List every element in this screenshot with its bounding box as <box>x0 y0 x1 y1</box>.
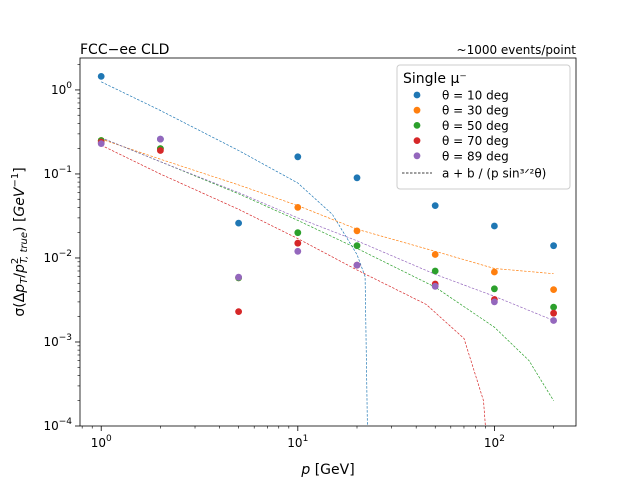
fit-lines <box>101 81 554 427</box>
fit-line-2 <box>101 137 554 401</box>
data-point-s2-p5 <box>431 267 439 275</box>
legend-marker-1 <box>413 106 421 114</box>
data-point-s0-p4 <box>353 174 361 182</box>
data-point-s0-p2 <box>235 219 243 227</box>
data-point-s0-p5 <box>431 202 439 210</box>
legend-fit-label: a + b / (p sin³ᐟ²θ) <box>442 167 546 181</box>
data-point-s3-p1 <box>157 147 164 154</box>
legend-label-3: θ = 70 deg <box>442 134 509 148</box>
legend-label-1: θ = 30 deg <box>442 104 509 118</box>
data-point-s3-p2 <box>235 308 243 315</box>
data-point-s2-p3 <box>294 229 302 237</box>
data-point-s1-p4 <box>353 227 361 235</box>
y-axis-ticks: 10−4 10−3 10−2 10−1 100 <box>43 64 80 433</box>
x-axis-label-unit: [GeV] <box>315 462 355 478</box>
data-point-s4-p5 <box>431 282 439 290</box>
legend-marker-4 <box>413 152 421 160</box>
legend-marker-0 <box>413 91 421 99</box>
legend-label-2: θ = 50 deg <box>442 119 509 133</box>
data-point-s1-p7 <box>550 286 557 293</box>
fit-line-0 <box>101 81 368 427</box>
legend-title: Single μ⁻ <box>403 71 467 87</box>
x-tick-label-0: 100 <box>91 434 112 450</box>
data-point-s4-p0 <box>97 140 105 148</box>
data-point-s4-p3 <box>294 247 302 255</box>
legend-label-0: θ = 10 deg <box>442 89 509 103</box>
x-tick-label-2: 102 <box>484 434 505 450</box>
x-axis-ticks: 100 101 102 <box>81 426 554 450</box>
legend-label-4: θ = 89 deg <box>442 149 509 163</box>
legend-marker-3 <box>413 137 421 145</box>
data-point-s2-p6 <box>491 285 498 293</box>
fit-line-1 <box>101 138 554 275</box>
data-point-s1-p5 <box>431 251 439 258</box>
legend-marker-2 <box>413 122 421 129</box>
data-point-s1-p3 <box>294 204 302 211</box>
data-point-s0-p0 <box>97 73 105 80</box>
x-tick-label-1: 101 <box>287 434 308 450</box>
y-tick-label-3: 10−1 <box>43 165 72 181</box>
data-point-s1-p6 <box>491 268 498 276</box>
data-point-s2-p7 <box>550 303 557 311</box>
plot-area-frame <box>79 57 577 427</box>
x-axis-label: p [GeV] <box>300 462 354 478</box>
data-point-s0-p6 <box>491 222 498 230</box>
y-tick-label-0: 10−4 <box>43 417 72 433</box>
data-point-s4-p6 <box>491 298 498 306</box>
y-tick-label-4: 100 <box>51 81 72 97</box>
data-point-s4-p4 <box>353 261 361 269</box>
data-point-s3-p3 <box>294 239 302 247</box>
data-point-s4-p1 <box>157 135 164 143</box>
data-point-s0-p7 <box>550 242 557 250</box>
chart-title-right: ~1000 events/point <box>457 43 577 57</box>
data-point-s3-p7 <box>550 309 557 317</box>
y-tick-label-2: 10−2 <box>43 249 72 265</box>
legend-box <box>396 64 571 190</box>
chart-title-left: FCC−ee CLD <box>80 42 169 58</box>
data-points <box>97 73 557 324</box>
fit-line-3 <box>101 144 486 427</box>
data-point-s0-p3 <box>294 153 302 161</box>
x-axis-label-symbol: p <box>300 462 310 478</box>
data-point-s2-p4 <box>353 242 361 250</box>
y-tick-label-1: 10−3 <box>43 333 72 349</box>
data-point-s4-p7 <box>550 317 557 324</box>
data-point-s4-p2 <box>235 273 243 281</box>
fit-line-4 <box>101 137 554 321</box>
